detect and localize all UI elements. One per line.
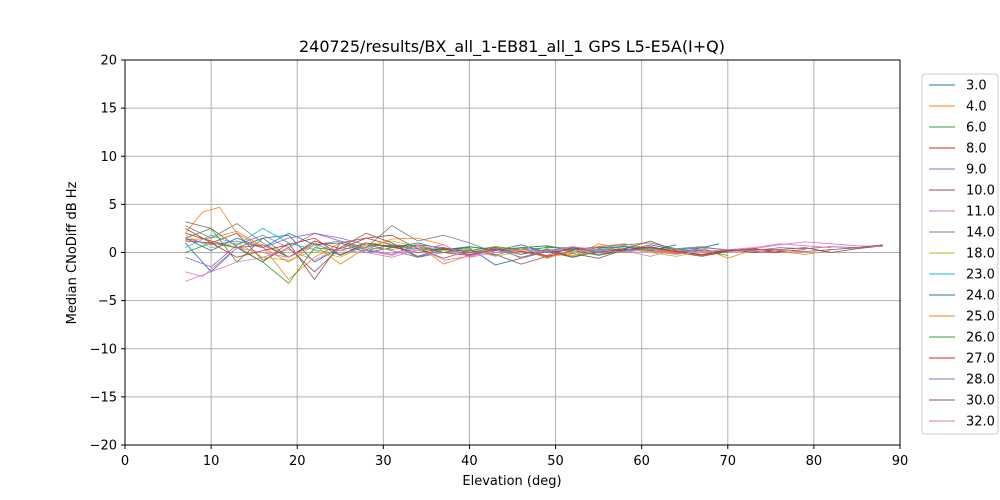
y-tick-label: −20 — [90, 439, 117, 454]
x-axis-title: Elevation (deg) — [462, 474, 561, 489]
legend-label: 14.0 — [966, 226, 995, 241]
legend-label: 26.0 — [966, 331, 995, 346]
legend-label: 3.0 — [966, 79, 987, 94]
x-tick-label: 10 — [203, 454, 220, 469]
legend-label: 6.0 — [966, 121, 987, 136]
legend-label: 27.0 — [966, 352, 995, 367]
x-tick-label: 60 — [633, 454, 650, 469]
y-tick-label: 0 — [109, 246, 117, 261]
legend-label: 8.0 — [966, 142, 987, 157]
series-line-26-0 — [185, 242, 728, 284]
legend-label: 18.0 — [966, 247, 995, 262]
series-layer — [184, 206, 883, 284]
legend-frame — [921, 73, 999, 435]
legend-label: 11.0 — [966, 205, 995, 220]
series-line-14-0 — [185, 223, 728, 259]
legend-label: 30.0 — [966, 394, 995, 409]
series-line-23-0 — [185, 227, 651, 255]
series-line-25-0 — [184, 206, 728, 265]
y-tick-label: 20 — [100, 54, 117, 69]
series-line-32-0 — [185, 243, 832, 278]
legend-label: 10.0 — [966, 184, 995, 199]
series-line-10-0 — [185, 221, 883, 280]
legend-label: 23.0 — [966, 268, 995, 283]
x-tick-label: 70 — [720, 454, 737, 469]
legend-label: 25.0 — [966, 310, 995, 325]
series-line-27-0 — [185, 237, 806, 258]
y-tick-label: 15 — [100, 102, 117, 117]
legend: 3.0 4.0 6.0 8.0 9.0 10.0 11.0 14.0 18.0 23.0 24.0 2… — [921, 73, 999, 435]
y-tick-label: −15 — [90, 390, 117, 405]
x-tick-label: 0 — [121, 454, 129, 469]
legend-label: 9.0 — [966, 163, 987, 178]
legend-label: 32.0 — [966, 415, 995, 430]
x-tick-label: 90 — [892, 454, 909, 469]
x-tick-label: 50 — [547, 454, 564, 469]
legend-label: 24.0 — [966, 289, 995, 304]
y-tick-label: −10 — [90, 342, 117, 357]
legend-label: 28.0 — [966, 373, 995, 388]
y-tick-label: 5 — [109, 198, 117, 213]
legend-label: 4.0 — [966, 100, 987, 115]
chart-title: 240725/results/BX_all_1-EB81_all_1 GPS L… — [299, 37, 725, 57]
x-tick-label: 80 — [806, 454, 823, 469]
x-tick-label: 20 — [289, 454, 306, 469]
series-line-4-0 — [185, 230, 832, 280]
y-tick-label: 10 — [100, 150, 117, 165]
x-tick-label: 40 — [461, 454, 478, 469]
series-line-30-0 — [185, 228, 883, 273]
x-tick-label: 30 — [375, 454, 392, 469]
series-line-18-0 — [185, 234, 754, 261]
series-line-28-0 — [185, 232, 857, 258]
y-axis-title: Median CNoDiff dB Hz — [65, 181, 80, 324]
y-tick-label: −5 — [98, 294, 117, 309]
